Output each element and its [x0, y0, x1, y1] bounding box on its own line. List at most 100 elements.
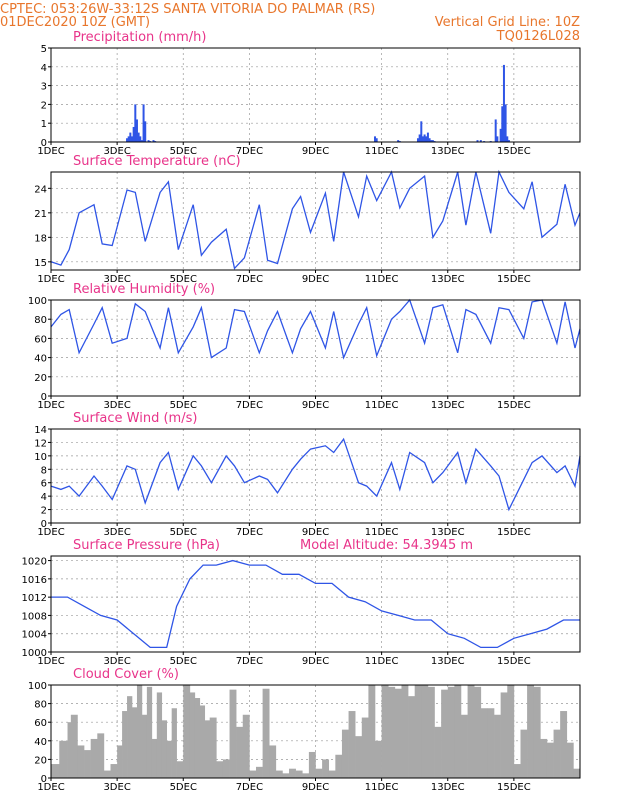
area-segment — [527, 685, 535, 778]
bar — [504, 104, 507, 142]
bar — [131, 136, 134, 142]
area-segment — [520, 729, 528, 778]
chart-panel-4: 0 2 4 6 8 10 12 14 1DEC 3DEC 5DEC 7DEC 9DEC 11DEC 13DE… — [34, 411, 581, 538]
model-code: TQ0126L028 — [496, 29, 580, 44]
y-tick-label: 2 — [41, 506, 47, 517]
x-tick-label: 9DEC — [302, 146, 329, 157]
x-tick-label: 7DEC — [236, 527, 263, 538]
area-segment — [434, 726, 442, 778]
area-segment — [51, 764, 60, 778]
area-segment — [540, 738, 548, 778]
area-segment — [474, 686, 482, 778]
area-segment — [262, 688, 270, 778]
area-segment — [199, 705, 206, 778]
grid-note: Vertical Grid Line: 10Z — [435, 15, 580, 30]
chart-panel-3: 0 20 40 60 80 100 1DEC 3DEC 5DEC 7DEC 9DEC 11DEC 13D… — [28, 282, 581, 411]
bar — [425, 136, 428, 142]
x-tick-label: 11DEC — [365, 400, 399, 411]
x-tick-label: 13DEC — [431, 782, 465, 793]
area-segment — [122, 711, 128, 778]
x-tick-label: 9DEC — [302, 400, 329, 411]
area-segment — [132, 707, 138, 778]
area-segment — [573, 768, 581, 778]
x-tick-label: 9DEC — [302, 527, 329, 538]
area-segment — [388, 686, 396, 778]
area-segment — [70, 714, 78, 778]
x-tick-label: 7DEC — [236, 782, 263, 793]
x-tick-label: 7DEC — [236, 274, 263, 285]
x-tick-label: 1DEC — [37, 400, 64, 411]
area-segment — [236, 726, 244, 778]
area-segment — [546, 742, 554, 778]
x-tick-label: 9DEC — [302, 782, 329, 793]
y-tick-label: 4 — [41, 492, 47, 503]
area-segment — [151, 738, 158, 778]
area-segment — [216, 761, 224, 778]
panel-title: Cloud Cover (%) — [73, 667, 179, 682]
x-tick-label: 9DEC — [302, 656, 329, 667]
area-segment — [289, 768, 296, 778]
bar — [139, 136, 142, 142]
x-tick-label: 3DEC — [103, 146, 130, 157]
bar — [502, 64, 505, 142]
area-segment — [427, 686, 435, 778]
y-tick-label: 60 — [34, 334, 47, 345]
series-line — [50, 298, 581, 360]
area-segment — [127, 696, 133, 778]
y-tick-label: 1 — [41, 119, 47, 130]
bar — [418, 134, 421, 142]
bar — [416, 138, 419, 142]
bar — [134, 104, 137, 142]
area-segment — [282, 773, 290, 778]
y-tick-label: 1000 — [22, 648, 47, 659]
y-tick-label: 0 — [41, 774, 47, 785]
x-tick-label: 1DEC — [37, 782, 64, 793]
area-segment — [136, 685, 143, 778]
area-segment — [269, 745, 277, 778]
area-segment — [84, 750, 91, 778]
y-tick-label: 0 — [41, 138, 47, 149]
bar — [140, 140, 143, 142]
area-segment — [161, 720, 168, 778]
panel-title: Surface Temperature (nC) — [73, 154, 241, 169]
x-tick-label: 1DEC — [37, 274, 64, 285]
area-segment — [183, 685, 191, 778]
area-segment — [507, 685, 515, 778]
y-tick-label: 20 — [34, 755, 47, 766]
area-segment — [322, 759, 330, 778]
chart-panel-6: 0 20 40 60 80 100 1DEC 3DEC 5DEC 7DEC 9DEC 11DEC 13D… — [28, 667, 581, 793]
area-segment — [394, 688, 402, 778]
area-segment — [90, 738, 98, 778]
y-tick-label: 2 — [41, 100, 47, 111]
area-segment — [249, 770, 257, 778]
panel-title: Surface Wind (m/s) — [73, 411, 197, 426]
x-tick-label: 5DEC — [170, 656, 197, 667]
y-tick-label: 8 — [41, 465, 47, 476]
location-header: CPTEC: 053:26W-33:12S SANTA VITORIA DO P… — [0, 2, 375, 17]
y-tick-label: 24 — [34, 184, 47, 195]
bar — [152, 140, 155, 142]
bar — [137, 132, 140, 142]
x-tick-label: 1DEC — [37, 656, 64, 667]
y-tick-label: 1020 — [22, 557, 47, 568]
x-tick-label: 7DEC — [236, 656, 263, 667]
bar — [423, 134, 426, 142]
x-tick-label: 15DEC — [497, 527, 531, 538]
series-line — [51, 559, 580, 649]
area-segment — [494, 714, 501, 778]
bar — [431, 140, 434, 142]
area-segment — [209, 717, 217, 778]
area-segment — [97, 733, 105, 778]
x-tick-label: 15DEC — [497, 656, 531, 667]
panel-title: Surface Pressure (hPa) — [73, 538, 220, 553]
chart-panel-1: 0 1 2 3 4 5 1DEC 3DEC 5DEC 7DEC 9DEC 11DEC 13DEC 15DE… — [37, 30, 581, 157]
x-tick-label: 11DEC — [365, 274, 399, 285]
area-segment — [103, 770, 111, 778]
area-segment — [110, 764, 118, 778]
area-segment — [560, 711, 568, 778]
area-segment — [341, 729, 349, 778]
x-tick-label: 13DEC — [431, 527, 465, 538]
bar — [420, 121, 423, 142]
x-tick-label: 11DEC — [365, 656, 399, 667]
